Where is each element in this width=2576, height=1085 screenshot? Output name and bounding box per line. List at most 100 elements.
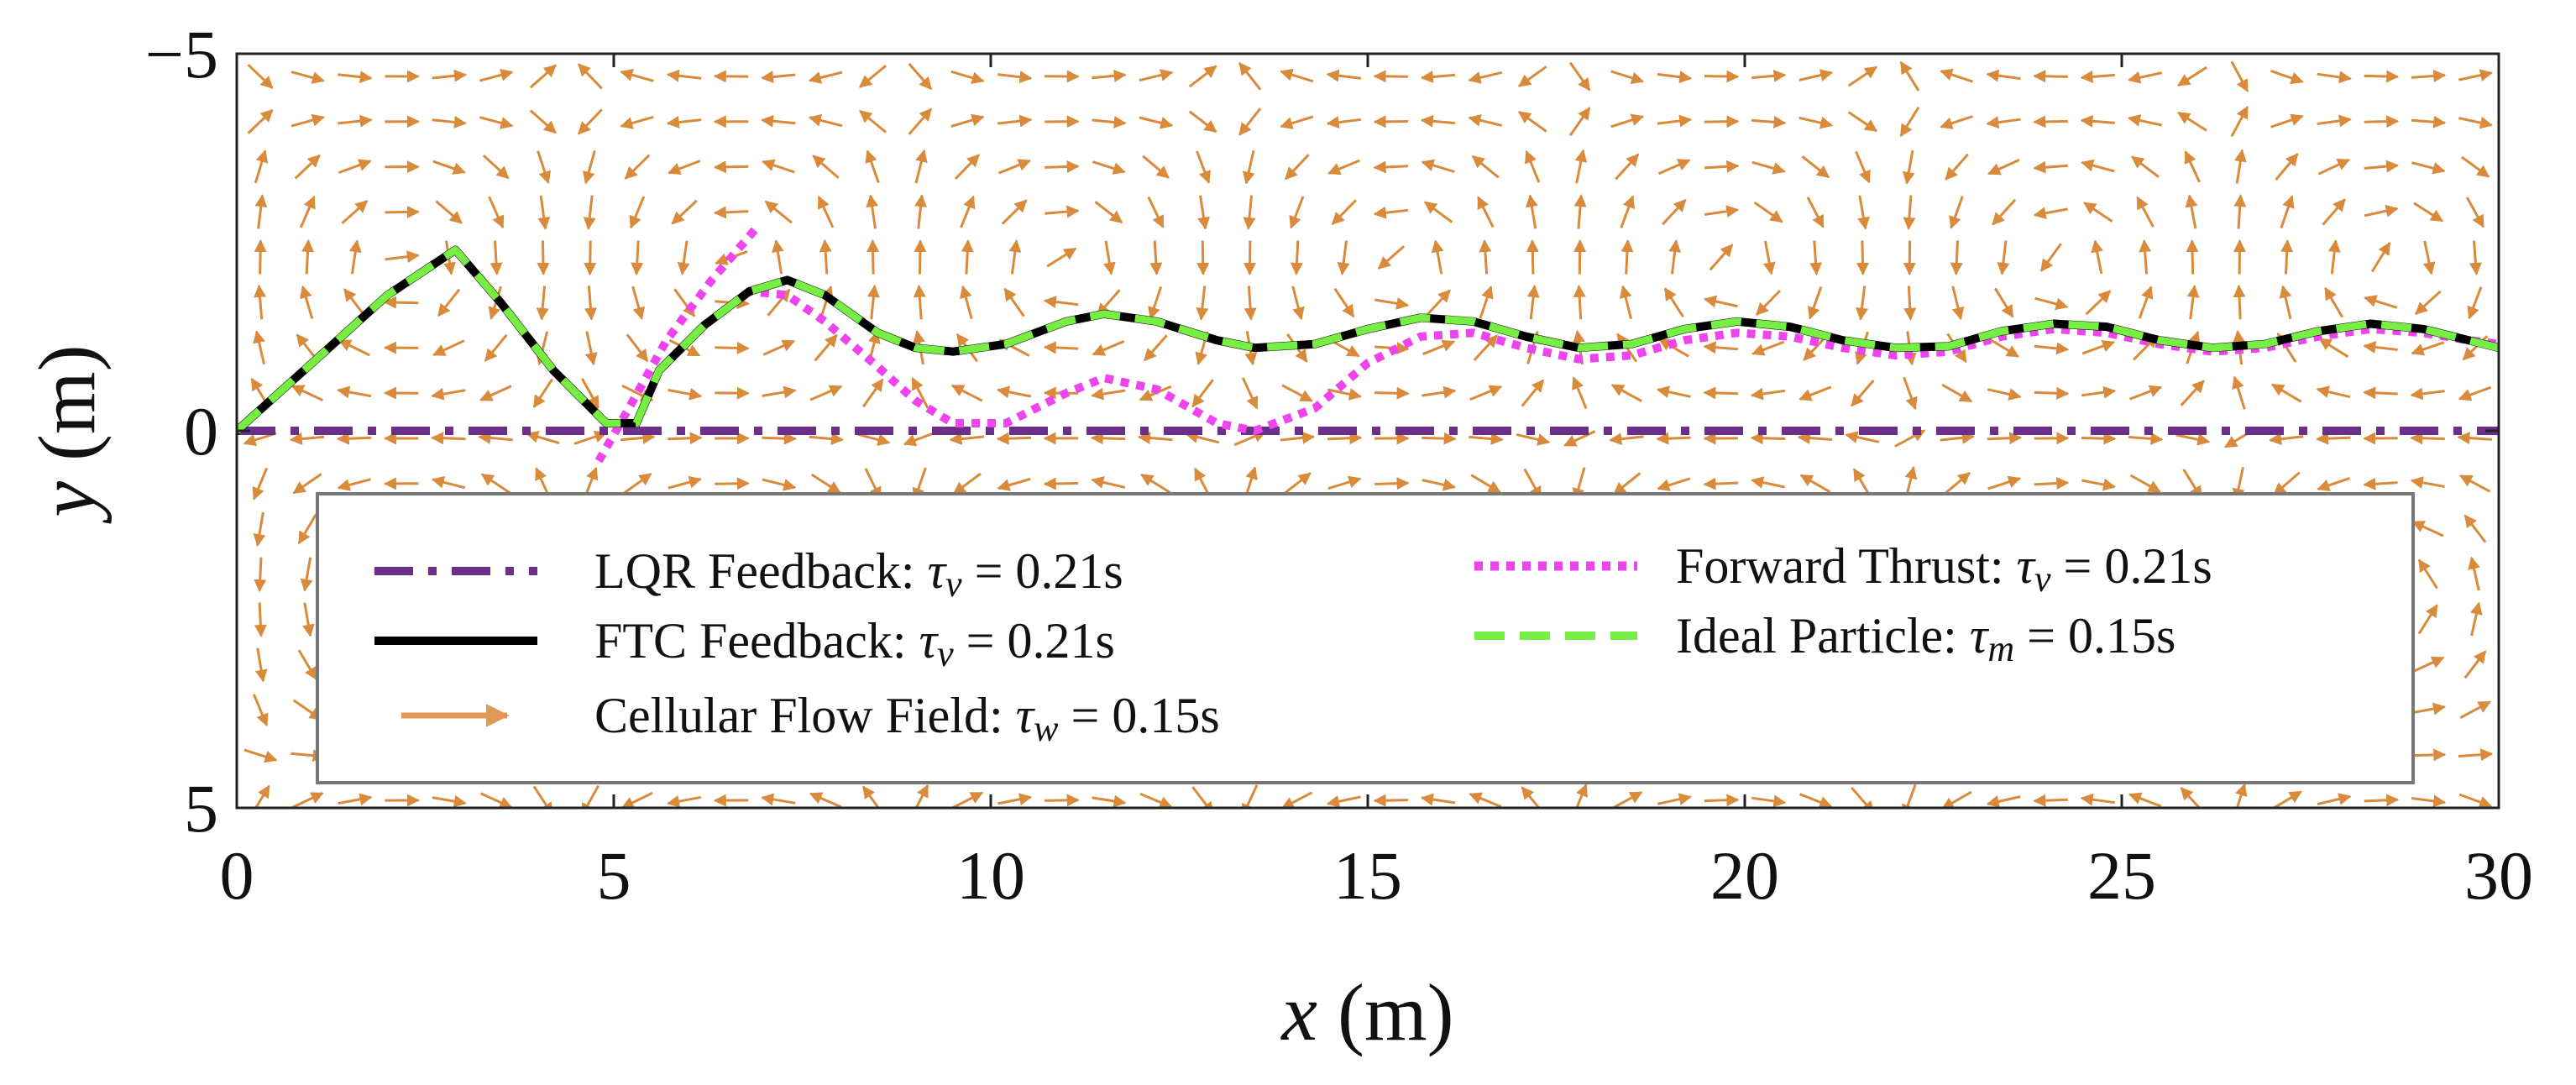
flow-arrow (1525, 194, 1538, 229)
flow-arrow (810, 473, 841, 494)
legend-entry-ftc: FTC Feedback: τv = 0.21s (594, 613, 1115, 674)
flow-arrow (1046, 247, 1077, 268)
flow-arrow (2175, 432, 2211, 446)
flow-arrow (2465, 197, 2485, 228)
y-tick-label: −5 (145, 16, 218, 92)
flow-arrow (1008, 239, 1022, 275)
flow-arrow (2411, 702, 2446, 715)
flow-arrow (997, 477, 1031, 491)
flow-arrow (2422, 240, 2436, 275)
flow-arrow (338, 114, 373, 128)
flow-arrow (861, 378, 884, 408)
flow-arrow (867, 239, 880, 275)
flow-arrow (1857, 195, 1870, 230)
flow-arrow (1656, 385, 1691, 399)
flow-arrow (337, 478, 371, 491)
flow-arrow (1668, 239, 1682, 275)
flow-arrow (1092, 340, 1125, 356)
flow-arrow (1045, 794, 1080, 807)
flow-arrow (949, 432, 984, 446)
flow-arrow (1943, 471, 1971, 495)
flow-arrow (2411, 521, 2444, 537)
flow-arrow (1139, 116, 1174, 129)
flow-arrow (666, 69, 702, 82)
flow-arrow (1238, 107, 1262, 136)
flow-arrow (1751, 69, 1787, 82)
flow-arrow (1327, 159, 1360, 176)
flow-arrow (1196, 150, 1211, 184)
flow-arrow (532, 785, 553, 808)
flow-arrow (1988, 338, 2020, 358)
flow-arrow (1280, 115, 1314, 129)
flow-arrow (2129, 474, 2161, 493)
flow-arrow (761, 793, 796, 806)
flow-arrow (1517, 110, 1547, 133)
flow-arrow (1798, 116, 1834, 129)
flow-arrow (1992, 198, 2017, 226)
flow-arrow (529, 64, 557, 89)
flow-arrow (2458, 793, 2493, 808)
flow-arrow (2414, 290, 2442, 316)
flow-arrow (432, 115, 467, 128)
flow-arrow (1140, 474, 1171, 494)
flow-arrow (2279, 285, 2292, 320)
flow-arrow (908, 62, 933, 91)
flow-arrow (624, 154, 651, 180)
flow-arrow (2410, 476, 2445, 490)
flow-arrow (715, 341, 750, 354)
flow-arrow (2322, 198, 2346, 226)
y-axis-unit: (m) (22, 344, 112, 481)
flow-arrow (1280, 431, 1316, 444)
flow-arrow (482, 155, 510, 180)
flow-arrow (526, 430, 560, 445)
flow-arrow (1609, 432, 1644, 446)
x-tick-label: 25 (2087, 837, 2156, 914)
flow-arrow (1662, 198, 1687, 226)
flow-arrow (2235, 783, 2248, 808)
flow-arrow (1704, 205, 1740, 218)
flow-arrow (2413, 202, 2444, 223)
flow-arrow (996, 432, 1032, 445)
flow-arrow (1703, 295, 1738, 308)
flow-arrow (2370, 242, 2391, 273)
flow-arrow (2232, 375, 2246, 410)
flow-arrow (1951, 286, 1965, 321)
flow-arrow (291, 385, 323, 401)
flow-arrow (1043, 296, 1079, 309)
flow-arrow (629, 196, 646, 229)
flow-arrow (1290, 240, 1303, 275)
flow-arrow (1374, 477, 1410, 490)
flow-arrow (1798, 385, 1832, 401)
flow-arrow (1940, 115, 1973, 129)
flow-arrow (1847, 66, 1878, 87)
flow-arrow (437, 288, 461, 317)
flow-arrow (431, 387, 466, 401)
x-tick-label: 20 (1710, 837, 1779, 914)
flow-arrow (1751, 340, 1785, 356)
flow-arrow (1658, 338, 1689, 358)
flow-arrow (908, 107, 933, 135)
flow-arrow (2128, 114, 2162, 127)
flow-arrow (2180, 787, 2202, 808)
flow-arrow (1373, 160, 1409, 174)
flow-arrow (1242, 784, 1259, 808)
flow-arrow (338, 793, 373, 806)
flow-arrow (2457, 432, 2493, 445)
flow-arrow (341, 200, 369, 225)
flow-arrow (2080, 70, 2116, 83)
flow-arrow (1949, 196, 1964, 229)
flow-arrow (1987, 475, 2022, 490)
flow-arrow (1327, 388, 1362, 401)
flow-arrow (2324, 286, 2343, 318)
legend-box (316, 492, 2415, 784)
flow-arrow (1422, 478, 1457, 491)
flow-arrow (1806, 197, 1825, 228)
flow-arrow (2317, 476, 2350, 492)
flow-arrow (435, 200, 463, 224)
flow-arrow (865, 149, 880, 184)
flow-arrow (1420, 114, 1456, 128)
flow-arrow (432, 160, 466, 175)
flow-arrow (1420, 793, 1456, 806)
flow-arrow (2458, 116, 2493, 129)
flow-arrow (1845, 431, 1880, 443)
